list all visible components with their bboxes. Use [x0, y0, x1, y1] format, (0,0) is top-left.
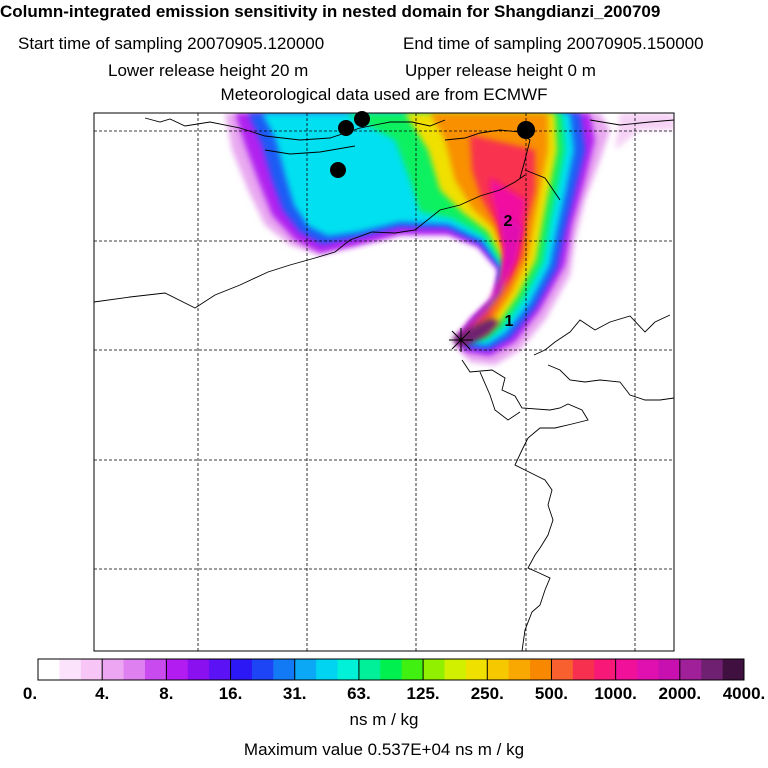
colorbar-tick-label: 31.	[282, 684, 307, 703]
station-cross-marker	[449, 328, 473, 352]
dot-marker	[338, 120, 354, 136]
marker-dots	[330, 111, 535, 178]
colorbar-cell	[337, 659, 360, 680]
trajectory-label-2: 2	[504, 213, 513, 230]
colorbar-unit-label: ns m / kg	[349, 710, 419, 729]
colorbar-tick-label: 250.	[470, 684, 504, 703]
colorbar-cell	[508, 659, 531, 680]
colorbar-cell	[316, 659, 339, 680]
colorbar-tick-label: 500.	[534, 684, 568, 703]
met-data-label: Meteorological data used are from ECMWF	[220, 85, 548, 104]
colorbar-tick-label: 1000.	[594, 684, 637, 703]
colorbar-cell	[38, 659, 60, 680]
colorbar-cell	[358, 659, 381, 680]
colorbar-tick-label: 63.	[347, 684, 371, 703]
colorbar-cell	[679, 659, 702, 680]
colorbar-tick-label: 8.	[159, 684, 174, 703]
colorbar-tick-label: 4.	[95, 684, 110, 703]
colorbar-tick-label: 0.	[22, 684, 38, 703]
colorbar-cell	[166, 659, 189, 680]
colorbar-tick-label: 16.	[218, 684, 243, 703]
colorbar-cell	[594, 659, 617, 680]
dot-marker	[354, 111, 370, 127]
colorbar-cell	[487, 659, 510, 680]
colorbar-cell	[465, 659, 488, 680]
colorbar-tick-label: 2000.	[658, 684, 702, 703]
dot-marker	[517, 121, 535, 139]
plot-title: Column-integrated emission sensitivity i…	[0, 2, 661, 21]
colorbar-cell	[722, 659, 745, 680]
colorbar-cell	[209, 659, 232, 680]
colorbar-cell	[444, 659, 467, 680]
colorbar-cell	[273, 659, 296, 680]
colorbar-cell	[80, 659, 103, 680]
colorbar-cell	[230, 659, 253, 680]
colorbar-cell	[615, 659, 638, 680]
colorbar-cell	[701, 659, 724, 680]
lower-height-label: Lower release height 20 m	[108, 61, 309, 80]
trajectory-label-1: 1	[505, 313, 514, 330]
end-time-label: End time of sampling 20070905.150000	[403, 34, 704, 53]
colorbar-cell	[551, 659, 574, 680]
colorbar-cell	[123, 659, 146, 680]
colorbar-cell	[294, 659, 317, 680]
colorbar-cell	[251, 659, 274, 680]
colorbar-cell	[637, 659, 659, 680]
max-value-label: Maximum value 0.537E+04 ns m / kg	[243, 740, 525, 759]
coastlines	[94, 117, 674, 651]
map-frame	[93, 112, 675, 652]
colorbar-cell	[658, 659, 681, 680]
colorbar-tick-label: 4000.	[722, 684, 766, 703]
colorbar-cell	[530, 659, 552, 680]
colorbar-cell	[144, 659, 167, 680]
colorbar-cell	[572, 659, 595, 680]
lat-lon-grid	[94, 113, 674, 651]
colorbar-cell	[401, 659, 424, 680]
start-time-label: Start time of sampling 20070905.120000	[18, 34, 325, 53]
colorbar-cell	[423, 659, 445, 680]
colorbar-cell	[380, 659, 403, 680]
dot-marker	[330, 162, 346, 178]
colorbar-tick-label: 125.	[406, 684, 440, 703]
colorbar-frame	[37, 658, 745, 681]
colorbar-cell	[59, 659, 82, 680]
colorbar-cell	[102, 659, 125, 680]
upper-height-label: Upper release height 0 m	[405, 61, 596, 80]
colorbar-cell	[187, 659, 210, 680]
